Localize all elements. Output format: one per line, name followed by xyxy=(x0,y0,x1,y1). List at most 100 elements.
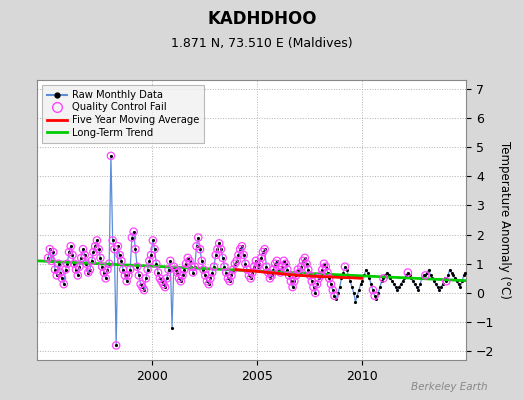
Point xyxy=(379,275,388,282)
Point xyxy=(320,260,328,267)
Point xyxy=(96,255,105,261)
Point xyxy=(329,287,337,293)
Point xyxy=(46,246,54,252)
Point xyxy=(67,243,75,250)
Point xyxy=(114,243,122,250)
Point xyxy=(262,264,270,270)
Point xyxy=(243,266,252,273)
Point xyxy=(150,246,159,252)
Point xyxy=(133,264,141,270)
Point xyxy=(266,275,274,282)
Point xyxy=(183,255,192,261)
Point xyxy=(58,275,66,282)
Point xyxy=(131,246,139,252)
Point xyxy=(157,278,166,284)
Point xyxy=(199,266,208,273)
Text: 1.871 N, 73.510 E (Maldives): 1.871 N, 73.510 E (Maldives) xyxy=(171,37,353,50)
Point xyxy=(236,246,244,252)
Point xyxy=(204,281,213,287)
Point xyxy=(233,258,241,264)
Point xyxy=(201,272,210,279)
Point xyxy=(222,269,231,276)
Point xyxy=(229,266,237,273)
Point xyxy=(177,278,185,284)
Point xyxy=(140,287,148,293)
Point xyxy=(217,246,225,252)
Point xyxy=(135,272,143,279)
Point xyxy=(72,266,80,273)
Point xyxy=(318,266,326,273)
Point xyxy=(275,266,283,273)
Point xyxy=(252,258,260,264)
Point xyxy=(56,269,64,276)
Point xyxy=(123,278,131,284)
Point xyxy=(213,246,222,252)
Point xyxy=(171,266,180,273)
Point xyxy=(161,284,169,290)
Point xyxy=(162,275,171,282)
Point xyxy=(100,269,108,276)
Point xyxy=(369,287,377,293)
Point xyxy=(287,278,295,284)
Point xyxy=(77,255,85,261)
Point xyxy=(272,258,281,264)
Point xyxy=(170,264,178,270)
Point xyxy=(136,281,145,287)
Point xyxy=(60,281,68,287)
Point xyxy=(119,266,127,273)
Point xyxy=(330,293,339,299)
Point xyxy=(110,246,118,252)
Point xyxy=(280,258,288,264)
Point xyxy=(212,252,220,258)
Point xyxy=(81,252,89,258)
Point xyxy=(250,264,258,270)
Point xyxy=(285,272,293,279)
Point xyxy=(255,260,264,267)
Text: KADHDHOO: KADHDHOO xyxy=(208,10,316,28)
Point xyxy=(206,275,215,282)
Point xyxy=(210,264,218,270)
Point xyxy=(187,264,195,270)
Point xyxy=(403,269,412,276)
Point xyxy=(126,266,134,273)
Point xyxy=(51,266,59,273)
Point xyxy=(215,240,223,246)
Point xyxy=(68,252,77,258)
Point xyxy=(421,272,430,279)
Point xyxy=(75,264,84,270)
Point xyxy=(313,281,321,287)
Point xyxy=(52,272,61,279)
Point xyxy=(124,272,133,279)
Point xyxy=(301,255,309,261)
Point xyxy=(152,260,160,267)
Point xyxy=(276,269,285,276)
Point xyxy=(65,249,73,255)
Point xyxy=(112,342,121,349)
Point xyxy=(192,243,201,250)
Point xyxy=(259,249,267,255)
Point xyxy=(248,269,257,276)
Point xyxy=(94,246,103,252)
Point xyxy=(283,266,291,273)
Point xyxy=(159,281,168,287)
Point xyxy=(93,237,101,244)
Point xyxy=(271,260,279,267)
Point xyxy=(316,272,325,279)
Point xyxy=(61,266,70,273)
Point xyxy=(98,264,106,270)
Point xyxy=(165,266,173,273)
Point xyxy=(185,258,194,264)
Point xyxy=(267,272,276,279)
Point xyxy=(138,284,147,290)
Point xyxy=(231,260,239,267)
Point xyxy=(196,246,204,252)
Point xyxy=(189,269,197,276)
Point xyxy=(154,269,162,276)
Point xyxy=(327,281,335,287)
Point xyxy=(299,258,307,264)
Point xyxy=(304,266,312,273)
Point xyxy=(245,272,253,279)
Point xyxy=(260,246,269,252)
Point xyxy=(180,266,189,273)
Point xyxy=(84,269,92,276)
